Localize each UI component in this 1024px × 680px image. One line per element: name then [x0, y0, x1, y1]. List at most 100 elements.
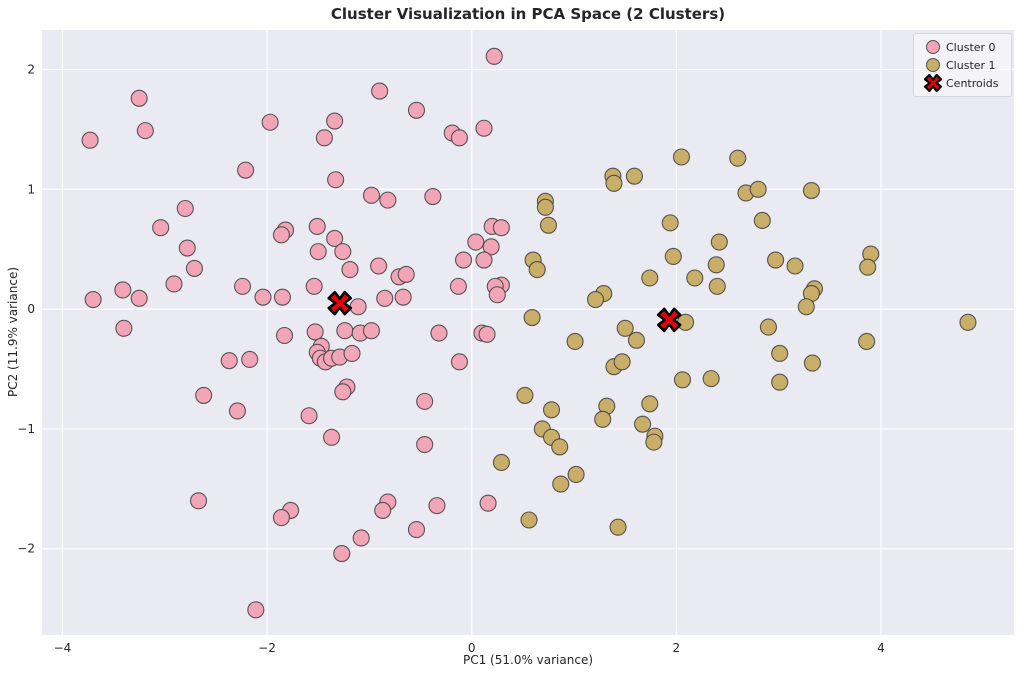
data-point [566, 332, 584, 351]
data-point [641, 395, 659, 413]
data-point [767, 251, 785, 269]
data-point [326, 229, 344, 248]
data-point [661, 214, 679, 232]
y-tick-label: −1 [17, 422, 35, 436]
plot-area [42, 30, 1014, 635]
data-point [343, 344, 361, 363]
data-point [136, 122, 154, 140]
data-point [341, 261, 359, 279]
data-point [594, 410, 612, 428]
legend-label: Cluster 1 [946, 58, 996, 72]
data-point [220, 352, 238, 370]
data-point [686, 269, 704, 287]
centroid-x-icon [920, 74, 946, 92]
data-point [115, 319, 133, 337]
data-point [450, 353, 468, 371]
x-axis-label: PC1 (51.0% variance) [462, 653, 594, 667]
data-point [430, 324, 448, 342]
data-point [84, 291, 102, 309]
data-point [702, 370, 720, 388]
data-point [323, 428, 341, 446]
data-point [485, 47, 503, 65]
data-point [305, 277, 323, 295]
data-point [664, 247, 682, 265]
data-point [786, 257, 804, 275]
cluster-dot-icon [920, 38, 946, 56]
data-point [673, 371, 692, 389]
data-point [797, 298, 815, 316]
data-point [536, 198, 554, 216]
y-axis-label: PC2 (11.9% variance) [6, 266, 20, 398]
data-point [672, 148, 691, 166]
data-point [273, 288, 291, 306]
data-point [959, 313, 977, 331]
data-point [802, 181, 820, 200]
data-point [552, 475, 570, 493]
data-point [397, 265, 415, 283]
data-point [707, 256, 725, 274]
data-point [407, 101, 426, 119]
y-tick-label: 2 [27, 63, 35, 77]
chart-title: Cluster Visualization in PCA Space (2 Cl… [330, 5, 726, 23]
data-point [627, 331, 646, 349]
data-point [749, 180, 767, 198]
data-point [326, 112, 344, 130]
data-point [492, 219, 510, 237]
data-point [349, 298, 367, 316]
data-point [334, 243, 352, 261]
data-point [478, 325, 496, 343]
data-point [352, 529, 370, 547]
data-point [300, 407, 318, 425]
data-point [482, 238, 500, 256]
data-point [254, 288, 272, 306]
data-point [492, 453, 510, 472]
y-tick-label: −2 [17, 542, 35, 556]
data-point [185, 259, 204, 277]
centroid-marker [656, 307, 682, 333]
data-point [605, 174, 623, 192]
gridlines [42, 30, 1014, 635]
data-point [528, 261, 546, 279]
data-point [641, 269, 659, 287]
data-point [306, 323, 324, 341]
data-point [858, 332, 876, 351]
data-point [771, 344, 789, 363]
y-tick-label: 1 [27, 182, 35, 196]
legend-label: Cluster 0 [946, 40, 996, 54]
legend-item-centroids: Centroids [920, 74, 1011, 92]
data-point [416, 435, 434, 454]
data-point [488, 286, 506, 304]
data-point [176, 199, 194, 218]
y-tick-label: 0 [27, 302, 35, 316]
data-point [336, 322, 354, 340]
data-point [516, 386, 534, 404]
data-point [309, 243, 327, 261]
data-point [803, 354, 821, 372]
data-point [753, 211, 771, 230]
data-point [416, 392, 434, 410]
data-point [759, 318, 777, 336]
data-point [450, 129, 468, 147]
data-point [859, 258, 877, 276]
series-cluster-0 [81, 47, 510, 619]
data-point [241, 350, 259, 369]
data-point [729, 149, 747, 167]
data-point [613, 353, 631, 371]
tick-labels: −4 −2 0 2 4 −2 −1 0 1 2 [17, 63, 885, 655]
data-point [634, 415, 652, 433]
data-point [475, 251, 493, 269]
data-point [394, 288, 412, 306]
series-cluster-1 [492, 148, 977, 536]
data-point [237, 161, 255, 179]
data-point [407, 521, 426, 539]
data-point [586, 291, 605, 309]
legend-label: Centroids [946, 76, 999, 90]
data-point [771, 373, 789, 391]
data-point [114, 281, 132, 299]
x-tick-label: 4 [877, 641, 885, 655]
data-point [520, 511, 538, 529]
data-point [424, 187, 442, 206]
data-point [370, 257, 388, 275]
data-point [371, 82, 389, 100]
data-point [130, 289, 148, 307]
